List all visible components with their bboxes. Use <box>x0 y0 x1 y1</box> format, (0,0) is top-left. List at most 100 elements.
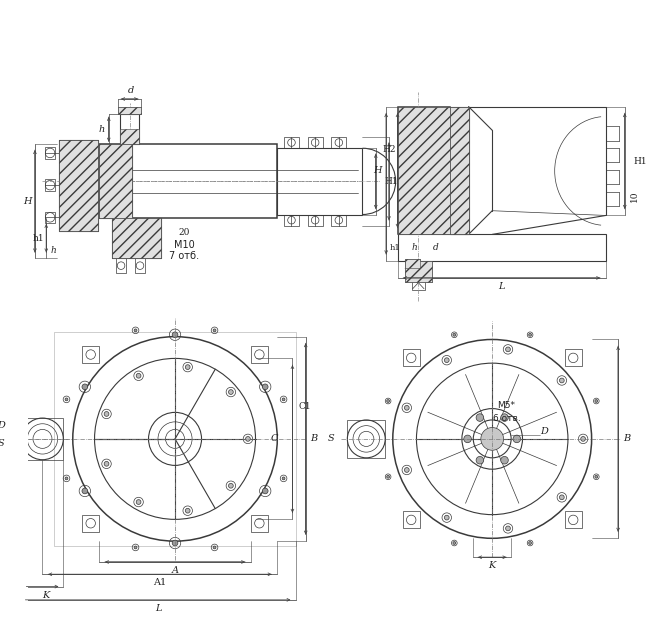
Text: h1: h1 <box>33 234 44 242</box>
Circle shape <box>481 428 504 450</box>
Text: K: K <box>42 591 49 599</box>
Circle shape <box>453 542 456 544</box>
Bar <box>411 276 425 289</box>
Circle shape <box>476 414 484 421</box>
Bar <box>398 107 450 234</box>
Text: h: h <box>99 125 105 134</box>
Text: B: B <box>623 434 630 443</box>
Bar <box>405 261 432 282</box>
Bar <box>398 234 606 261</box>
Text: 6 отв.: 6 отв. <box>493 414 520 422</box>
Circle shape <box>528 542 532 544</box>
Text: 20: 20 <box>179 228 190 237</box>
Circle shape <box>453 333 456 336</box>
Text: L: L <box>155 604 161 613</box>
Bar <box>332 214 346 226</box>
Bar <box>403 349 420 366</box>
Circle shape <box>104 461 109 466</box>
Circle shape <box>464 435 471 442</box>
Bar <box>284 137 299 148</box>
Bar <box>116 258 126 273</box>
Bar <box>118 107 141 114</box>
Bar <box>46 212 55 223</box>
Text: d: d <box>127 86 134 95</box>
Circle shape <box>513 435 521 442</box>
Bar <box>120 129 139 144</box>
Text: h1: h1 <box>390 244 400 252</box>
Text: M10: M10 <box>174 240 195 250</box>
Bar <box>284 214 299 226</box>
Text: D: D <box>540 427 548 436</box>
Circle shape <box>500 456 508 464</box>
Circle shape <box>65 398 68 401</box>
Bar <box>405 259 421 269</box>
Bar <box>565 349 582 366</box>
Circle shape <box>445 515 449 520</box>
Bar <box>82 346 99 363</box>
Bar <box>118 107 141 114</box>
Text: C: C <box>270 434 278 443</box>
Circle shape <box>172 332 178 338</box>
Text: C1: C1 <box>298 402 311 411</box>
Bar <box>332 137 346 148</box>
Bar <box>405 259 421 269</box>
Circle shape <box>560 378 564 383</box>
Circle shape <box>172 540 178 546</box>
Circle shape <box>580 436 586 441</box>
Circle shape <box>560 495 564 499</box>
Text: H2: H2 <box>398 177 411 186</box>
Bar <box>450 107 469 234</box>
Bar <box>99 144 133 218</box>
Text: H: H <box>373 166 382 176</box>
Bar <box>112 218 161 258</box>
Bar <box>99 144 278 218</box>
Text: B: B <box>311 434 318 443</box>
Bar <box>405 261 432 282</box>
Text: S: S <box>328 434 334 443</box>
Circle shape <box>404 468 409 472</box>
Circle shape <box>229 389 233 394</box>
Circle shape <box>387 476 389 478</box>
Circle shape <box>445 357 449 362</box>
Text: H1: H1 <box>384 177 398 186</box>
Bar <box>403 511 420 528</box>
Bar <box>398 107 450 234</box>
Circle shape <box>506 347 510 352</box>
Circle shape <box>263 384 268 389</box>
Bar <box>82 515 99 532</box>
Bar <box>112 218 161 258</box>
Text: L: L <box>499 282 505 291</box>
Bar <box>251 515 268 532</box>
Bar <box>99 144 133 218</box>
Circle shape <box>229 483 233 488</box>
Circle shape <box>185 508 190 513</box>
Text: D: D <box>0 421 5 430</box>
Circle shape <box>404 406 409 410</box>
Circle shape <box>282 477 285 480</box>
Bar <box>58 140 98 231</box>
Circle shape <box>82 384 88 389</box>
Bar <box>251 346 268 363</box>
Circle shape <box>185 365 190 369</box>
Circle shape <box>528 333 532 336</box>
Circle shape <box>246 436 250 441</box>
Text: S: S <box>0 439 5 448</box>
Bar <box>21 418 63 460</box>
Circle shape <box>500 414 508 421</box>
Text: A1: A1 <box>153 578 166 587</box>
Bar <box>347 420 385 458</box>
Text: h: h <box>411 243 417 252</box>
Text: H: H <box>23 197 32 206</box>
Text: H2: H2 <box>382 144 396 154</box>
Circle shape <box>263 488 268 494</box>
Circle shape <box>282 398 285 401</box>
Circle shape <box>387 399 389 402</box>
Text: 7 отб.: 7 отб. <box>170 251 200 261</box>
Text: h: h <box>51 246 57 255</box>
Bar <box>278 148 363 214</box>
Bar <box>58 140 98 231</box>
Circle shape <box>104 412 109 416</box>
Bar <box>307 214 323 226</box>
Text: d: d <box>432 243 438 252</box>
Circle shape <box>595 476 598 478</box>
